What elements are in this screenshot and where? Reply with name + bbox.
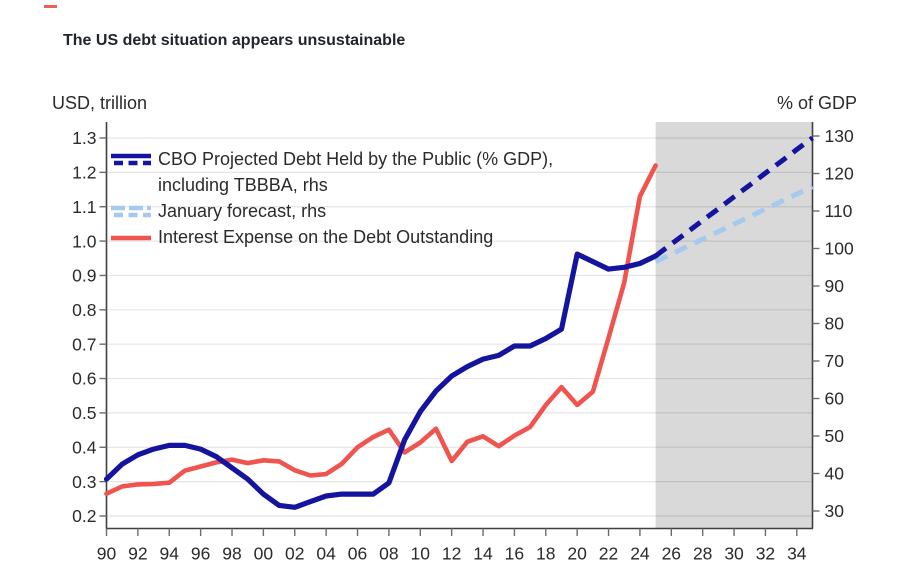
legend-item-january-forecast: January forecast, rhs bbox=[110, 198, 553, 224]
legend-label-january-forecast: January forecast, rhs bbox=[158, 201, 327, 221]
x-axis-tick-label: 34 bbox=[787, 544, 807, 564]
legend: CBO Projected Debt Held by the Public (%… bbox=[110, 146, 553, 250]
x-axis-tick-label: 18 bbox=[536, 544, 555, 564]
right-axis-tick-label: 40 bbox=[825, 464, 845, 484]
x-axis-tick-label: 96 bbox=[191, 544, 210, 564]
x-axis-tick-label: 92 bbox=[128, 544, 147, 564]
x-axis-tick-label: 24 bbox=[630, 544, 650, 564]
series-debt-held-projection-dashed-line bbox=[654, 135, 814, 258]
x-axis-tick-label: 06 bbox=[348, 544, 367, 564]
x-axis-tick-label: 00 bbox=[254, 544, 274, 564]
x-axis-tick-label: 12 bbox=[442, 544, 461, 564]
interest-expense-line-key-icon bbox=[111, 235, 151, 241]
x-axis-tick-label: 22 bbox=[599, 544, 618, 564]
right-axis-tick-label: 60 bbox=[825, 389, 845, 409]
left-axis-tick-label: 0.6 bbox=[72, 369, 96, 389]
january-forecast-dashed-line-key-icon bbox=[111, 205, 151, 218]
right-axis-tick-label: 130 bbox=[825, 126, 854, 146]
series-debt-held-solid-line bbox=[103, 251, 659, 510]
left-axis-tick-label: 0.5 bbox=[72, 403, 96, 423]
cbo-solid-dashed-line-key-icon bbox=[111, 153, 151, 166]
right-axis-tick-label: 120 bbox=[825, 164, 854, 184]
x-axis-tick-label: 02 bbox=[285, 544, 304, 564]
legend-item-interest-expense: Interest Expense on the Debt Outstanding bbox=[110, 224, 553, 250]
x-axis-tick-label: 94 bbox=[160, 544, 180, 564]
left-axis-tick-label: 1.3 bbox=[72, 128, 96, 148]
x-axis-tick-label: 08 bbox=[379, 544, 398, 564]
left-axis-tick-label: 1.1 bbox=[72, 197, 96, 217]
legend-label-interest-expense: Interest Expense on the Debt Outstanding bbox=[158, 227, 494, 247]
right-axis-tick-label: 50 bbox=[825, 426, 845, 446]
x-axis-tick-label: 04 bbox=[316, 544, 336, 564]
left-axis-tick-label: 1.2 bbox=[72, 163, 96, 183]
projection-shaded-region bbox=[655, 122, 813, 529]
x-axis-tick-label: 98 bbox=[222, 544, 241, 564]
logo-fragment-mark bbox=[44, 5, 57, 8]
series-january-forecast-dashed-line bbox=[654, 184, 814, 264]
x-axis-tick-label: 30 bbox=[724, 544, 744, 564]
x-axis-tick-label: 26 bbox=[662, 544, 681, 564]
legend-label-cbo-projection: CBO Projected Debt Held by the Public (%… bbox=[158, 146, 553, 198]
x-axis-tick-label: 16 bbox=[505, 544, 524, 564]
right-axis-title: % of GDP bbox=[776, 93, 857, 113]
right-axis-tick-label: 30 bbox=[825, 501, 845, 521]
left-axis-tick-label: 0.4 bbox=[72, 437, 97, 457]
left-axis-tick-label: 0.3 bbox=[72, 472, 96, 492]
x-axis-tick-label: 14 bbox=[473, 544, 493, 564]
right-axis-tick-label: 70 bbox=[825, 351, 845, 371]
right-axis-tick-label: 80 bbox=[825, 314, 845, 334]
legend-item-cbo-projection: CBO Projected Debt Held by the Public (%… bbox=[110, 146, 553, 198]
legend-label-cbo-line2: including TBBBA, rhs bbox=[158, 175, 328, 195]
left-axis-tick-label: 0.7 bbox=[72, 334, 96, 354]
x-axis-tick-label: 28 bbox=[693, 544, 712, 564]
right-axis-tick-label: 100 bbox=[825, 239, 854, 259]
legend-label-cbo-line1: CBO Projected Debt Held by the Public (%… bbox=[158, 149, 554, 169]
left-axis-tick-label: 0.9 bbox=[72, 266, 96, 286]
left-axis-tick-label: 1.0 bbox=[72, 231, 97, 251]
left-axis-tick-label: 0.8 bbox=[72, 300, 96, 320]
page-title: The US debt situation appears unsustaina… bbox=[63, 32, 406, 49]
axis-spines bbox=[105, 122, 814, 530]
x-axis-tick-label: 90 bbox=[97, 544, 117, 564]
left-axis-title: USD, trillion bbox=[52, 93, 148, 113]
right-axis-tick-label: 110 bbox=[825, 201, 853, 221]
series-interest-expense-line bbox=[104, 163, 658, 497]
left-axis-tick-label: 0.2 bbox=[72, 506, 96, 526]
right-axis-tick-label: 90 bbox=[825, 276, 845, 296]
x-axis-tick-label: 10 bbox=[411, 544, 431, 564]
x-axis-tick-label: 20 bbox=[567, 544, 587, 564]
x-axis-tick-label: 32 bbox=[756, 544, 775, 564]
